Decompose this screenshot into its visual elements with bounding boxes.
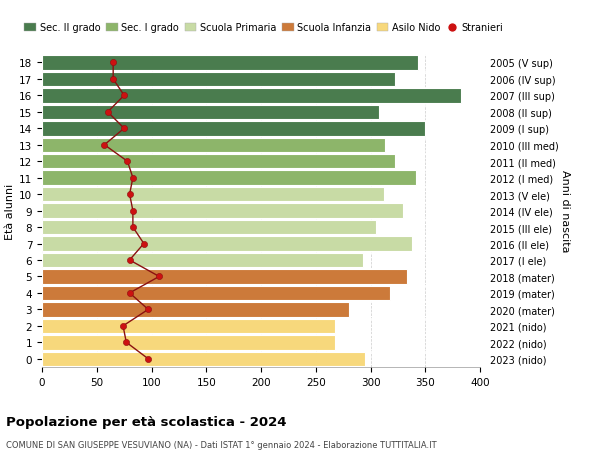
Bar: [42, 171, 416, 185]
Bar: [42, 302, 349, 317]
Bar: [42, 155, 395, 169]
Y-axis label: Età alunni: Età alunni: [5, 183, 15, 239]
Point: [122, 158, 132, 166]
Point: [154, 273, 164, 280]
Point: [122, 339, 131, 346]
Point: [125, 290, 134, 297]
Bar: [42, 106, 379, 120]
Bar: [42, 253, 363, 268]
Point: [109, 60, 118, 67]
Bar: [42, 56, 418, 71]
Legend: Sec. II grado, Sec. I grado, Scuola Primaria, Scuola Infanzia, Asilo Nido, Stran: Sec. II grado, Sec. I grado, Scuola Prim…: [20, 19, 507, 37]
Point: [143, 306, 153, 313]
Point: [118, 323, 128, 330]
Text: COMUNE DI SAN GIUSEPPE VESUVIANO (NA) - Dati ISTAT 1° gennaio 2024 - Elaborazion: COMUNE DI SAN GIUSEPPE VESUVIANO (NA) - …: [6, 440, 437, 449]
Bar: [42, 319, 335, 333]
Point: [100, 142, 109, 149]
Point: [139, 241, 149, 248]
Point: [103, 109, 113, 116]
Bar: [42, 73, 395, 87]
Point: [143, 355, 153, 363]
Point: [128, 224, 137, 231]
Text: Popolazione per età scolastica - 2024: Popolazione per età scolastica - 2024: [6, 415, 287, 428]
Bar: [42, 187, 383, 202]
Bar: [42, 336, 335, 350]
Bar: [42, 286, 390, 301]
Bar: [42, 89, 461, 103]
Point: [119, 125, 129, 133]
Point: [119, 92, 129, 100]
Bar: [42, 122, 425, 136]
Bar: [42, 138, 385, 153]
Bar: [42, 269, 407, 284]
Bar: [42, 220, 376, 235]
Point: [109, 76, 118, 84]
Bar: [42, 237, 412, 251]
Point: [125, 257, 134, 264]
Point: [128, 174, 137, 182]
Point: [128, 207, 137, 215]
Bar: [42, 204, 403, 218]
Y-axis label: Anni di nascita: Anni di nascita: [560, 170, 569, 252]
Bar: [42, 352, 365, 366]
Point: [125, 191, 134, 198]
